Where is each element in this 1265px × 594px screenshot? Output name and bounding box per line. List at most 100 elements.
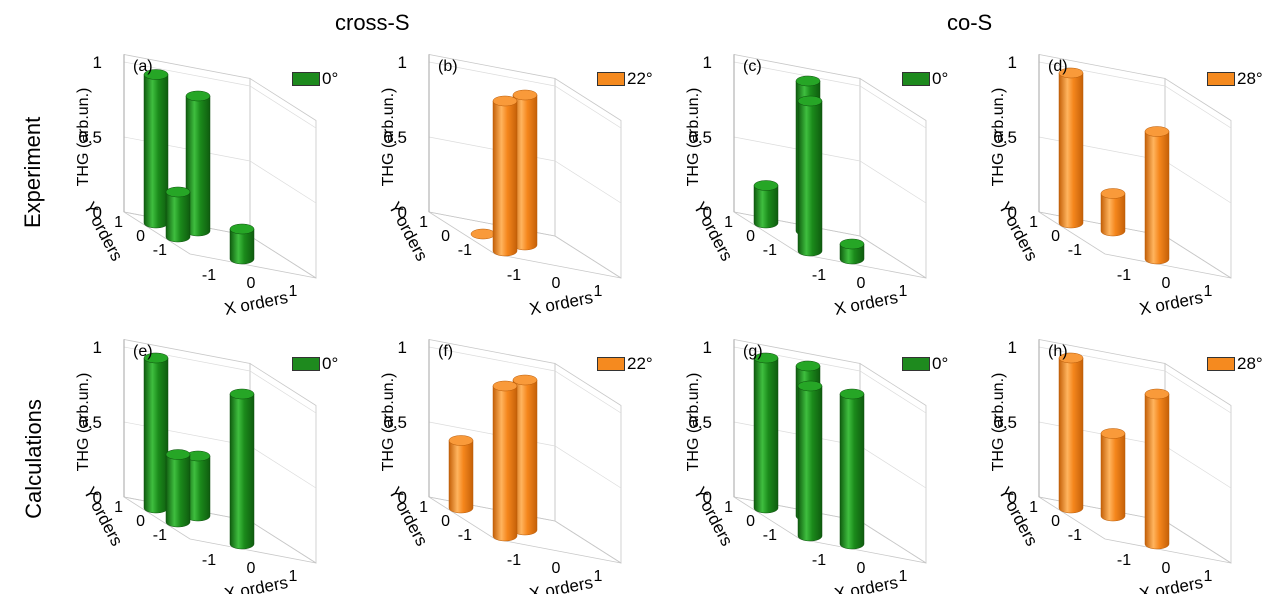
bar-body <box>797 100 823 257</box>
z-gridline <box>733 61 927 129</box>
z-tick-label: 0.5 <box>383 128 407 147</box>
z-tick-label: 0.5 <box>688 413 712 432</box>
bar-body <box>143 357 169 514</box>
legend-label: 28° <box>1237 69 1263 88</box>
y-axis-label: Y orders <box>385 199 432 264</box>
panel-letter: (d) <box>1048 58 1068 75</box>
bar-body <box>492 385 518 542</box>
z-tick-label: 1 <box>703 53 712 72</box>
z-tick-label: 0 <box>93 488 102 507</box>
x-tick-label: 0 <box>1162 275 1171 292</box>
side-wall-grid <box>249 362 317 564</box>
z-axis-label: THG (arb.un.) <box>75 373 92 472</box>
chart-panel: 1 0.5 0 THG (arb.un.) -1 0 1 X orders 1 0 -1 Y orde… <box>375 53 675 319</box>
bar <box>797 380 823 542</box>
x-tick-label: -1 <box>507 552 521 569</box>
x-axis-label: X orders <box>528 573 595 594</box>
z-axis-label: THG (arb.un.) <box>685 88 702 187</box>
bar <box>753 352 779 514</box>
bar-body <box>1100 433 1126 522</box>
bar <box>1100 428 1126 522</box>
z-tick-label: 0.5 <box>383 413 407 432</box>
bar-top <box>492 380 518 392</box>
z-tick-label: 0 <box>398 203 407 222</box>
z-axis-label: THG (arb.un.) <box>380 88 397 187</box>
z-tick-label: 0 <box>398 488 407 507</box>
z-tick-label: 0.5 <box>993 413 1017 432</box>
legend-swatch <box>902 72 930 86</box>
chart-panel: 1 0.5 0 THG (arb.un.) -1 0 1 X orders 1 0 -1 Y orde… <box>375 338 675 594</box>
bar-body <box>753 185 779 229</box>
x-tick-label: 1 <box>289 568 298 585</box>
x-axis-label: X orders <box>833 573 900 594</box>
bar <box>1100 188 1126 237</box>
bar-body <box>229 228 255 265</box>
side-wall-grid <box>1164 77 1232 279</box>
bar-body <box>753 357 779 514</box>
bar-top <box>753 352 779 364</box>
side-wall-grid <box>554 77 622 279</box>
z-gridline <box>733 136 927 204</box>
side-wall-grid <box>554 362 622 564</box>
y-tick-label: -1 <box>458 242 472 259</box>
x-tick-label: 1 <box>899 568 908 585</box>
panel-letter: (b) <box>438 58 458 75</box>
z-tick-label: 1 <box>93 338 102 357</box>
bar <box>492 380 518 542</box>
y-tick-label: -1 <box>763 242 777 259</box>
y-tick-label: 1 <box>724 499 733 516</box>
bar <box>839 238 865 265</box>
x-axis-label: X orders <box>1138 573 1205 594</box>
x-tick-label: 1 <box>289 283 298 300</box>
y-tick-label: 0 <box>1051 513 1060 530</box>
y-axis-label: Y orders <box>995 199 1042 264</box>
x-tick-label: 0 <box>1162 560 1171 577</box>
bar-top <box>1058 67 1084 79</box>
legend-swatch <box>292 357 320 371</box>
chart-panel: 1 0.5 0 THG (arb.un.) -1 0 1 X orders 1 0 -1 Y orde… <box>985 53 1265 319</box>
x-tick-label: 0 <box>552 560 561 577</box>
y-tick-label: 1 <box>114 499 123 516</box>
legend: 0° <box>902 69 948 89</box>
z-tick-label: 0 <box>703 203 712 222</box>
y-tick-label: 1 <box>419 499 428 516</box>
bar-top <box>512 89 538 101</box>
column-title-cross-s: cross-S <box>335 10 410 35</box>
bar-top <box>165 449 191 460</box>
y-tick-label: 0 <box>746 228 755 245</box>
bar-body <box>839 243 865 265</box>
bar-top <box>839 388 865 400</box>
bar-body <box>448 440 474 514</box>
legend: 0° <box>292 354 338 374</box>
legend-swatch <box>597 72 625 86</box>
x-tick-label: 0 <box>247 275 256 292</box>
x-tick-label: 1 <box>899 283 908 300</box>
legend-swatch <box>902 357 930 371</box>
x-tick-label: 0 <box>857 275 866 292</box>
z-tick-label: 1 <box>703 338 712 357</box>
bar-top <box>229 388 255 400</box>
bar <box>448 435 474 514</box>
y-tick-label: -1 <box>458 527 472 544</box>
x-tick-label: -1 <box>507 267 521 284</box>
bar-top <box>839 238 865 250</box>
bar <box>492 95 518 257</box>
z-tick-label: 1 <box>1008 53 1017 72</box>
bar <box>185 450 211 522</box>
bar <box>143 352 169 514</box>
y-tick-label: 0 <box>441 513 450 530</box>
bar-top <box>512 374 538 386</box>
bar-top <box>1100 428 1126 439</box>
y-tick-label: 0 <box>136 513 145 530</box>
legend: 0° <box>292 69 338 89</box>
bar <box>185 90 211 237</box>
panel-letter: (e) <box>133 343 153 360</box>
bar-body <box>165 454 191 528</box>
z-tick-label: 1 <box>398 338 407 357</box>
bar-body <box>143 74 169 229</box>
x-axis-label: X orders <box>528 288 595 319</box>
side-wall-grid <box>1164 362 1232 564</box>
bar-top <box>492 95 518 107</box>
